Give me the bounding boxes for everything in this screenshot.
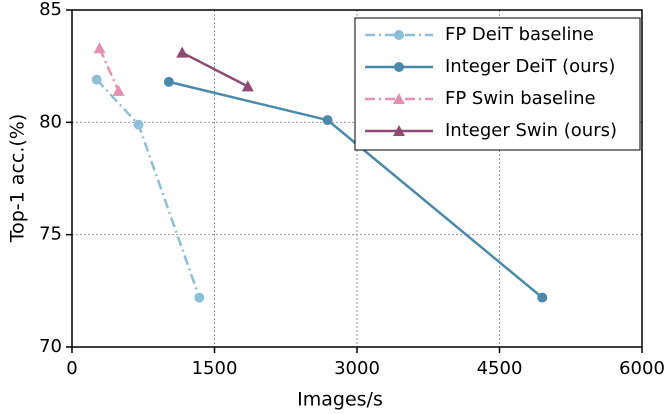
legend-label: FP DeiT baseline [445,24,594,45]
y-tick-label: 70 [39,336,62,357]
x-tick-label: 3000 [334,358,380,379]
series-line [98,47,120,92]
legend-marker [394,30,404,40]
data-point [537,292,548,303]
legend-label: FP Swin baseline [445,88,596,109]
legend-marker [393,93,405,104]
plot-frame [71,9,643,348]
data-point [93,42,106,54]
x-tick-label: 1500 [192,358,238,379]
y-tick-label: 85 [39,0,62,20]
x-axis-title: Images/s [297,389,383,411]
data-point [112,84,125,96]
series-line [181,51,249,88]
data-point [322,115,333,126]
legend-label: Integer DeiT (ours) [445,56,615,77]
x-tick-label: 6000 [619,358,664,379]
data-point [163,76,174,87]
legend-marker [394,62,404,72]
data-point [133,119,144,130]
data-point [91,74,102,85]
data-point [194,292,205,303]
x-tick-label: 4500 [477,358,523,379]
y-tick-label: 75 [39,224,62,245]
data-point [241,80,254,92]
legend-marker [393,125,405,136]
series-line [95,78,201,298]
legend-frame [354,17,641,151]
legend-label: Integer Swin (ours) [445,120,617,141]
x-tick-label: 0 [66,358,77,379]
data-point [176,46,189,58]
y-axis-title: Top-1 acc.(%) [7,114,29,244]
y-tick-label: 80 [39,111,62,132]
